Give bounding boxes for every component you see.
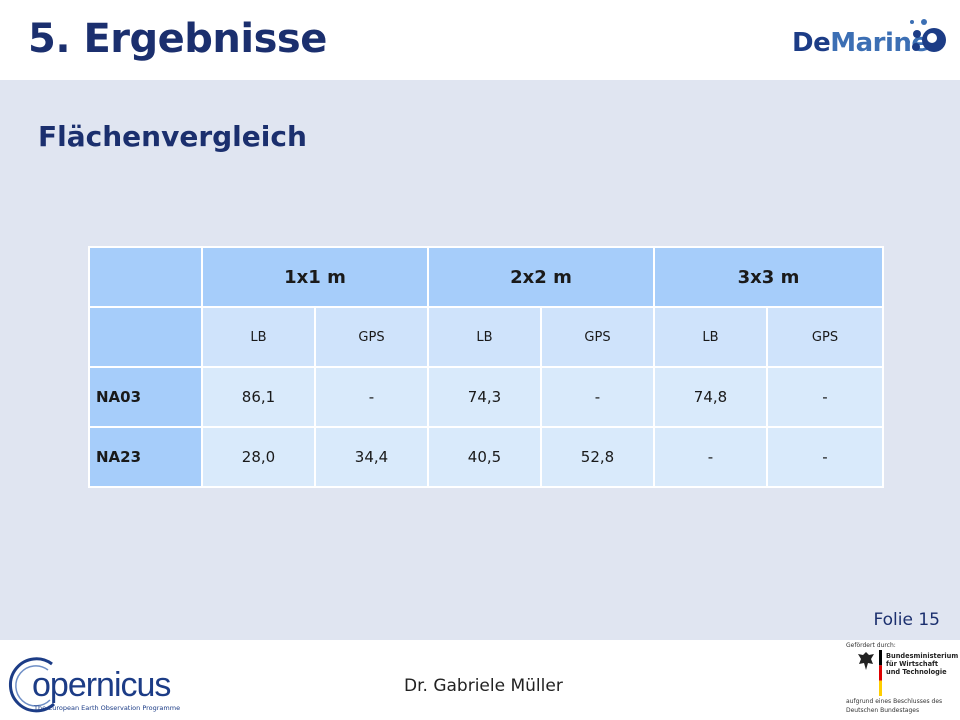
table-cell: 52,8: [540, 426, 655, 488]
table-cell: -: [766, 366, 884, 428]
group-header: 3x3 m: [653, 246, 884, 308]
presenter-name: Dr. Gabriele Müller: [404, 676, 563, 696]
copernicus-tagline: The European Earth Observation Programme: [34, 704, 181, 712]
table-cell: -: [540, 366, 655, 428]
row-label: NA03: [88, 366, 203, 428]
table-cell: 86,1: [201, 366, 316, 428]
flag-bar-icon: [879, 650, 882, 696]
copernicus-logo: opernicus The European Earth Observation…: [8, 646, 188, 716]
slide-content: Flächenvergleich 1x1 m 2x2 m 3x3 m LB GP…: [0, 80, 960, 640]
table-corner-cell: [88, 306, 203, 368]
subheader-cell: GPS: [314, 306, 429, 368]
table-header-row: 1x1 m 2x2 m 3x3 m: [88, 246, 884, 308]
demarine-logo: DeMarine: [792, 14, 948, 64]
sponsor-intro: Gefördert durch:: [846, 642, 896, 649]
federal-eagle-icon: [858, 652, 874, 670]
table-subheader-row: LB GPS LB GPS LB GPS: [88, 306, 884, 368]
area-comparison-table: 1x1 m 2x2 m 3x3 m LB GPS LB GPS LB GPS N…: [88, 246, 884, 488]
slide-title: 5. Ergebnisse: [28, 16, 327, 62]
copernicus-wordmark: opernicus: [32, 666, 171, 704]
table-cell: 40,5: [427, 426, 542, 488]
ministry-name: Bundesministerium für Wirtschaft und Tec…: [886, 652, 959, 676]
sponsor-block: Gefördert durch: Bundesministerium für W…: [842, 640, 958, 720]
slide-number: Folie 15: [873, 610, 940, 630]
subheader-cell: GPS: [540, 306, 655, 368]
bubbles-icon: [906, 19, 946, 52]
table-cell: -: [653, 426, 768, 488]
table-cell: -: [766, 426, 884, 488]
sponsor-note-line1: aufgrund eines Beschlusses des: [846, 698, 943, 705]
table-cell: 74,3: [427, 366, 542, 428]
sponsor-note-line2: Deutschen Bundestages: [846, 707, 920, 714]
subheader-cell: LB: [201, 306, 316, 368]
subheader-cell: GPS: [766, 306, 884, 368]
demarine-logo-text: DeMarine: [792, 28, 929, 58]
table-row: NA03 86,1 - 74,3 - 74,8 -: [88, 366, 884, 428]
slide-footer: opernicus The European Earth Observation…: [0, 640, 960, 720]
table-corner-cell: [88, 246, 203, 308]
table-row: NA23 28,0 34,4 40,5 52,8 - -: [88, 426, 884, 488]
table-cell: -: [314, 366, 429, 428]
copernicus-ring-icon: [8, 657, 56, 713]
slide-header: 5. Ergebnisse DeMarine: [0, 0, 960, 80]
group-header: 2x2 m: [427, 246, 655, 308]
section-subtitle: Flächenvergleich: [38, 120, 307, 153]
table-cell: 74,8: [653, 366, 768, 428]
subheader-cell: LB: [427, 306, 542, 368]
row-label: NA23: [88, 426, 203, 488]
table-cell: 28,0: [201, 426, 316, 488]
group-header: 1x1 m: [201, 246, 429, 308]
table-cell: 34,4: [314, 426, 429, 488]
subheader-cell: LB: [653, 306, 768, 368]
